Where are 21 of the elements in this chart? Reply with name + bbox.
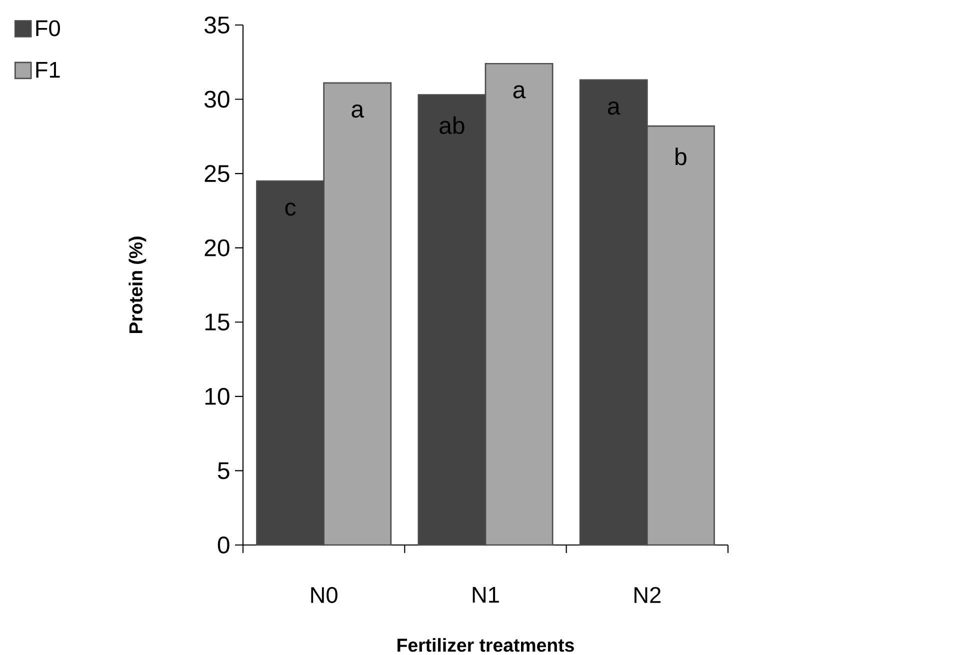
y-tick-label: 15 — [205, 314, 230, 330]
legend-label: F0 — [36, 20, 60, 36]
x-tick-label: N1 — [472, 587, 499, 603]
annotation: b — [676, 148, 686, 166]
y-tick-label: 10 — [205, 388, 230, 405]
annotation: a — [352, 104, 364, 118]
y-tick-label: 0 — [218, 536, 230, 554]
legend-label: F1 — [36, 62, 60, 78]
y-tick-label: 5 — [218, 462, 230, 480]
x-tick-label: N2 — [634, 587, 661, 603]
y-axis-title: Protein (%) — [128, 236, 146, 333]
annotation: a — [608, 102, 620, 115]
annotation: ab — [440, 116, 464, 134]
x-tick-label: N0 — [311, 587, 338, 604]
annotation: c — [285, 202, 296, 216]
y-tick-label: 35 — [204, 16, 230, 34]
y-tick-label: 25 — [204, 165, 230, 182]
x-axis-title: Fertilizer treatments — [398, 638, 574, 652]
y-tick-label: 20 — [204, 239, 230, 256]
y-tick-label: 30 — [204, 90, 230, 108]
annotation: a — [513, 85, 526, 98]
